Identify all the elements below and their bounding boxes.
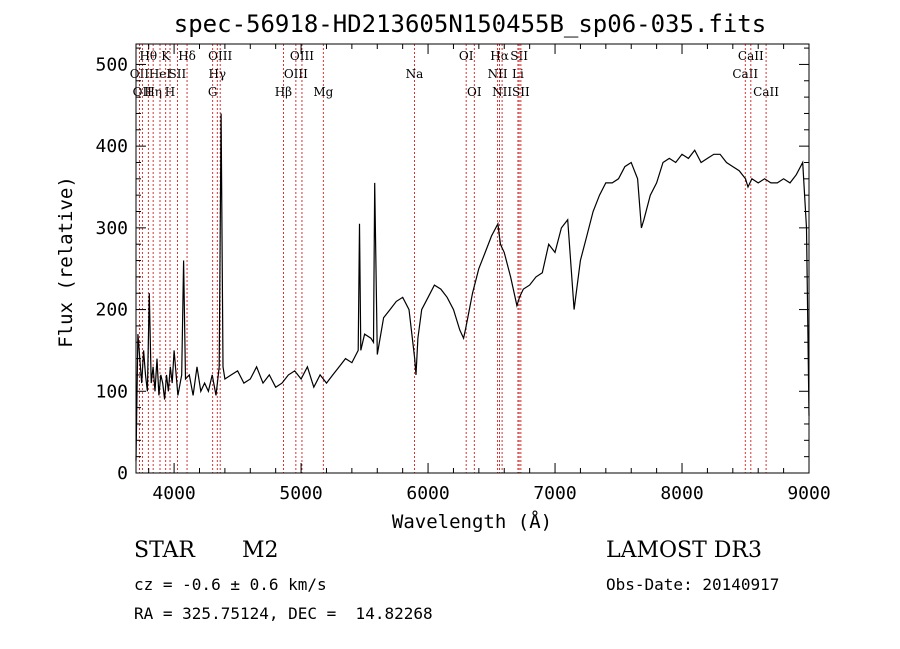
tick-label: 6000 [406, 483, 449, 504]
line-marker-label: Hθ [139, 49, 157, 63]
line-marker-label: OI [459, 49, 474, 63]
line-marker-label: Hδ [178, 49, 196, 63]
line-marker-label: Mg [313, 85, 333, 99]
line-marker-label: Na [406, 67, 424, 81]
observation-date: Obs-Date: 20140917 [606, 575, 780, 594]
y-axis-label: Flux (relative) [55, 176, 77, 348]
tick-label: 200 [95, 300, 128, 321]
line-marker-label: SII [169, 67, 187, 81]
tick-label: 300 [95, 218, 128, 239]
line-marker-label: OIII [290, 49, 314, 63]
line-marker-label: Li [512, 67, 524, 81]
line-marker-label: K [161, 49, 171, 63]
axis-ticks: 4000 5000 6000 7000 8000 9000 0 100 200 300 400 500 [95, 44, 831, 504]
line-marker-label: NII [492, 85, 512, 99]
survey-name: LAMOST DR3 [606, 538, 762, 563]
tick-label: 500 [95, 54, 128, 75]
line-marker-label: OIII [284, 67, 308, 81]
line-marker-label: OIII [208, 49, 232, 63]
line-marker-label: OII [133, 85, 153, 99]
chart-title: spec-56918-HD213605N150455B_sp06-035.fit… [174, 10, 766, 38]
line-marker-label: OII [130, 67, 150, 81]
tick-label: 8000 [660, 483, 703, 504]
spectral-line-markers: OIIOIIHθHηHeIKHSIIHδGHγOIIIHβOIIIOIIIMgN… [130, 44, 779, 473]
coordinates: RA = 325.75124, DEC = 14.82268 [134, 604, 433, 623]
tick-label: 9000 [787, 483, 830, 504]
tick-label: 5000 [279, 483, 322, 504]
line-marker-label: Hγ [208, 67, 226, 81]
spectrum-line [135, 113, 810, 461]
tick-label: 400 [95, 136, 128, 157]
tick-label: 4000 [152, 483, 195, 504]
line-marker-label: Hη [144, 85, 162, 99]
line-marker-label: SII [512, 85, 530, 99]
x-axis-label: Wavelength (Å) [392, 510, 552, 533]
line-marker-label: SII [510, 49, 528, 63]
tick-label: 7000 [533, 483, 576, 504]
line-marker-label: H [165, 85, 175, 99]
line-marker-label: Hα [490, 49, 509, 63]
tick-label: 100 [95, 381, 128, 402]
redshift-cz: cz = -0.6 ± 0.6 km/s [134, 575, 327, 594]
line-marker-label: G [208, 85, 218, 99]
line-marker-label: Hβ [275, 85, 292, 99]
line-marker-label: NII [488, 67, 508, 81]
plot-frame [135, 43, 810, 474]
line-marker-label: CaII [738, 49, 764, 63]
line-marker-label: OI [467, 85, 482, 99]
line-marker-label: CaII [732, 67, 758, 81]
object-subclass: M2 [242, 538, 279, 563]
object-class: STAR [134, 538, 195, 563]
tick-label: 0 [117, 463, 128, 484]
line-marker-label: CaII [753, 85, 779, 99]
